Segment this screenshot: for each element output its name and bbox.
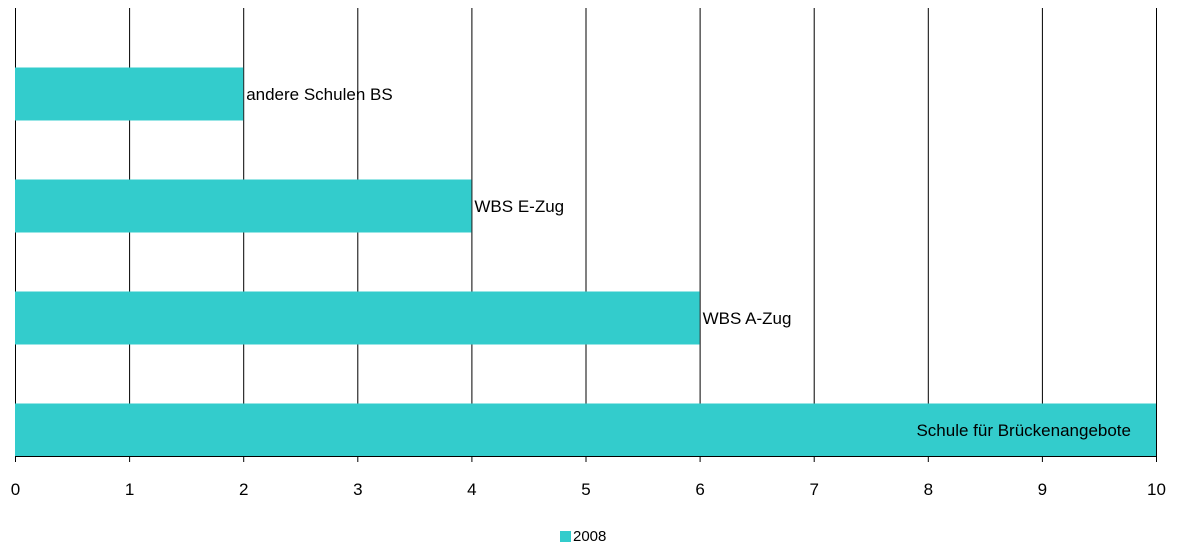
bar bbox=[15, 179, 472, 233]
x-tick-label: 5 bbox=[581, 480, 590, 499]
x-tick-label: 6 bbox=[695, 480, 704, 499]
bar-label: WBS A-Zug bbox=[703, 309, 792, 328]
bar bbox=[15, 291, 700, 345]
x-tick-label: 8 bbox=[924, 480, 933, 499]
legend-swatch bbox=[560, 531, 571, 542]
x-tick-label: 2 bbox=[239, 480, 248, 499]
bar bbox=[15, 67, 244, 121]
bar-label: Schule für Brückenangebote bbox=[916, 421, 1131, 440]
x-tick-label: 10 bbox=[1147, 480, 1166, 499]
x-tick-label: 0 bbox=[11, 480, 20, 499]
x-tick-label: 7 bbox=[809, 480, 818, 499]
x-tick-label: 9 bbox=[1038, 480, 1047, 499]
bars bbox=[15, 67, 1156, 457]
bar-labels: andere Schulen BS WBS E-Zug WBS A-Zug Schul… bbox=[246, 85, 1131, 440]
x-tick-label: 4 bbox=[467, 480, 476, 499]
x-tick-label: 3 bbox=[353, 480, 362, 499]
legend: 2008 bbox=[560, 528, 606, 545]
legend-label: 2008 bbox=[573, 528, 606, 545]
x-axis: 0 1 2 3 4 5 6 7 8 9 10 bbox=[11, 456, 1166, 499]
bar-label: WBS E-Zug bbox=[474, 197, 564, 216]
x-tick-label: 1 bbox=[125, 480, 134, 499]
bar-label: andere Schulen BS bbox=[246, 85, 393, 104]
bar bbox=[15, 403, 1156, 457]
